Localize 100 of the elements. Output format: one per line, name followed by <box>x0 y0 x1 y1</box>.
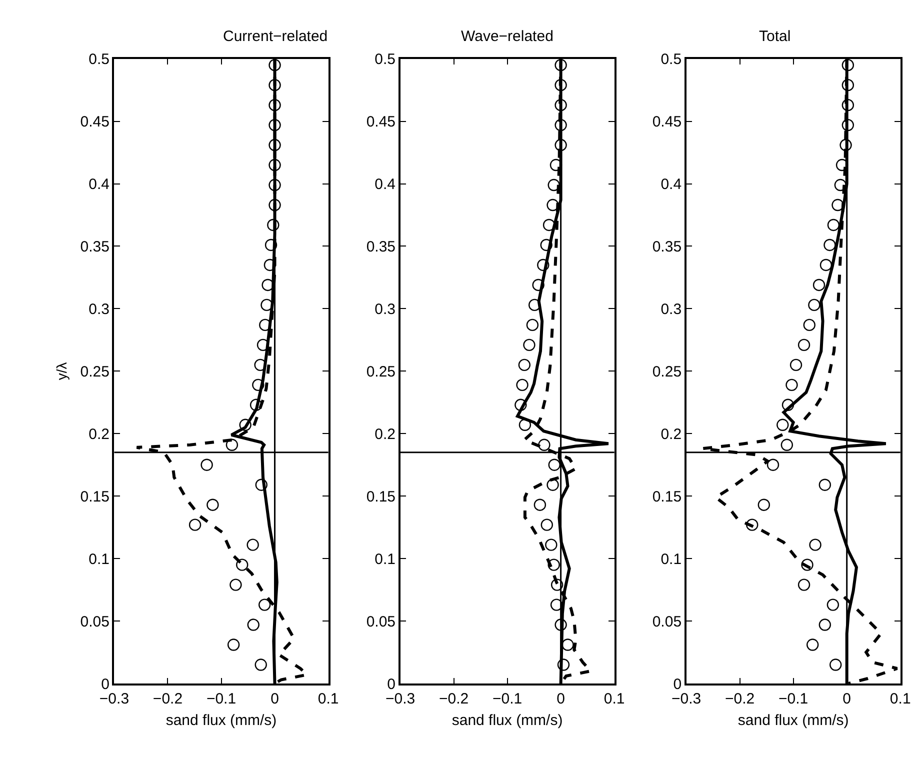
point <box>548 558 560 571</box>
point <box>542 218 556 232</box>
point <box>260 298 273 312</box>
y-tick-label: 0.2 <box>88 426 110 443</box>
point <box>550 158 562 172</box>
point <box>798 578 810 591</box>
point <box>554 118 567 132</box>
point <box>557 658 570 671</box>
y-tick-label: 0.15 <box>366 488 396 506</box>
point <box>518 358 531 372</box>
point <box>514 398 527 411</box>
point <box>540 238 552 252</box>
point <box>540 518 553 531</box>
x-axis-title: sand flux (mm/s) <box>452 712 563 729</box>
point <box>268 118 281 132</box>
point <box>554 58 567 72</box>
point <box>206 498 219 511</box>
y-tick-label: 0.05 <box>80 613 110 630</box>
point <box>246 538 259 551</box>
point <box>827 218 840 232</box>
point <box>826 598 840 611</box>
point <box>259 318 272 332</box>
x-tick-label: 0.1 <box>890 690 911 708</box>
x-tick-label: −0.1 <box>206 690 236 708</box>
point <box>780 438 794 451</box>
point <box>546 478 559 491</box>
point <box>226 438 238 451</box>
point <box>766 458 780 471</box>
point <box>264 238 278 252</box>
point <box>832 198 844 212</box>
point <box>790 358 802 372</box>
x-tick-label: −0.2 <box>725 690 755 708</box>
point <box>230 578 242 591</box>
point <box>264 258 276 272</box>
y-tick-label: 0 <box>101 676 110 693</box>
y-tick-label: 0.1 <box>88 550 110 568</box>
y-tick-label: 0.5 <box>374 51 396 68</box>
point <box>546 198 559 212</box>
point <box>255 478 268 491</box>
point <box>786 378 798 392</box>
y-tick-label: 0.35 <box>652 238 682 256</box>
point <box>545 538 558 551</box>
point <box>537 258 550 272</box>
x-tick-label: −0.3 <box>672 690 702 708</box>
y-tick-label: 0.45 <box>652 114 682 131</box>
point <box>548 178 560 192</box>
x-axis-title: sand flux (mm/s) <box>166 712 277 729</box>
point <box>554 618 567 631</box>
point <box>830 658 842 671</box>
point <box>801 558 814 571</box>
point <box>746 518 758 531</box>
point <box>834 178 847 192</box>
point <box>267 218 280 232</box>
point <box>239 418 252 431</box>
x-tick-label: 0 <box>270 690 279 708</box>
point <box>268 78 281 92</box>
y-tick-label: 0.3 <box>374 300 396 318</box>
y-tick-label: 0.2 <box>374 426 396 443</box>
y-tick-label: 0.3 <box>660 300 682 318</box>
point <box>518 418 532 431</box>
point <box>268 178 281 192</box>
point <box>523 338 536 352</box>
y-tick-label: 0 <box>387 676 396 693</box>
y-tick-label: 0.25 <box>80 363 110 380</box>
point <box>268 198 281 212</box>
point <box>236 558 248 571</box>
point <box>836 158 848 172</box>
point <box>824 238 836 252</box>
x-tick-label: −0.2 <box>152 690 183 708</box>
y-tick-label: 0.4 <box>374 176 396 194</box>
y-tick-label: 0.05 <box>366 613 396 630</box>
x-tick-label: −0.3 <box>99 690 130 708</box>
point <box>812 278 826 292</box>
chart-title: Total <box>759 28 791 45</box>
x-tick-label: −0.2 <box>438 690 469 708</box>
y-tick-label: 0.4 <box>88 176 110 194</box>
point <box>188 518 202 531</box>
point <box>818 618 831 631</box>
y-tick-label: 0.15 <box>652 488 682 506</box>
point <box>550 598 563 611</box>
y-tick-label: 0.3 <box>88 300 110 318</box>
point <box>526 318 539 332</box>
x-tick-label: 0 <box>556 690 565 708</box>
point <box>842 118 854 132</box>
point <box>842 98 854 112</box>
point <box>554 78 567 92</box>
point <box>227 638 240 651</box>
y-tick-label: 0.25 <box>652 363 682 380</box>
y-tick-label: 0.45 <box>80 114 110 131</box>
point <box>252 378 264 392</box>
chart-title: Current−related <box>223 28 328 45</box>
x-tick-label: −0.1 <box>492 690 522 708</box>
x-tick-label: 0.1 <box>604 690 625 708</box>
point <box>818 478 831 491</box>
point <box>758 498 770 511</box>
point <box>562 638 574 651</box>
point <box>809 538 822 551</box>
y-tick-label: 0.5 <box>660 51 682 68</box>
y-tick-label: 0.25 <box>366 363 396 380</box>
y-tick-label: 0 <box>673 676 682 693</box>
